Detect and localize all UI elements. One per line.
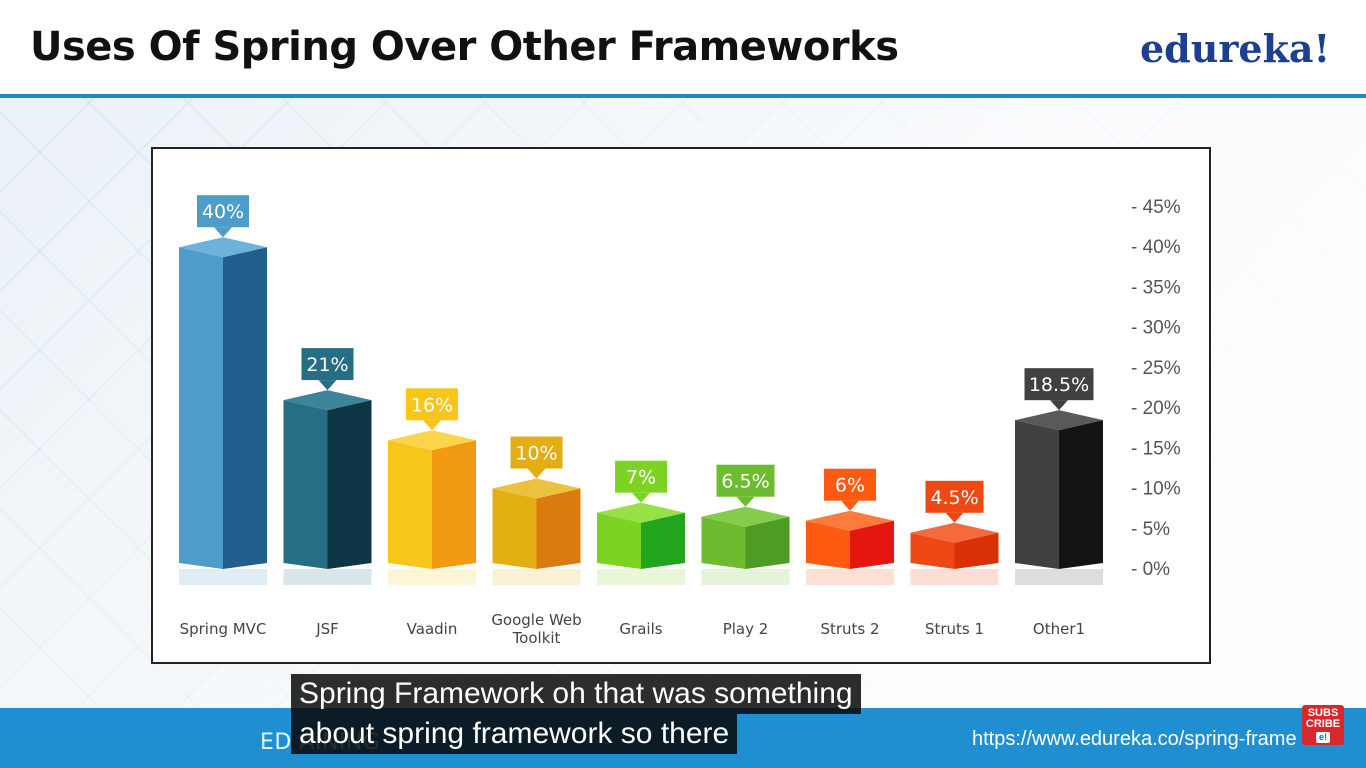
caption-line-2: about spring framework so there — [291, 714, 738, 754]
subscribe-button[interactable]: SUBS CRIBE e! — [1302, 705, 1344, 745]
data-label-box — [406, 388, 458, 421]
data-label: 4.5% — [930, 487, 978, 509]
bar-top — [492, 478, 581, 499]
bar-top — [283, 390, 372, 411]
y-tick-label: - 40% — [1131, 237, 1181, 258]
category-label: Toolkit — [512, 629, 561, 647]
bar-side — [327, 400, 372, 569]
data-label-box — [1024, 368, 1094, 401]
y-tick-label: - 45% — [1131, 197, 1181, 218]
bar-reflection — [1015, 569, 1103, 585]
bar-front — [388, 440, 432, 569]
data-label: 7% — [626, 467, 656, 489]
bar-side — [641, 512, 685, 569]
bar-top — [597, 502, 685, 523]
header-divider — [0, 94, 1366, 98]
bar-reflection — [806, 569, 894, 585]
bar-side — [536, 488, 581, 569]
data-label-pointer — [736, 496, 755, 507]
bar-side — [954, 532, 999, 569]
bar-front — [492, 488, 537, 569]
data-label-box — [510, 436, 563, 469]
bar-front — [1015, 420, 1059, 569]
page-title: Uses Of Spring Over Other Frameworks — [30, 24, 899, 70]
bar-front — [806, 520, 850, 569]
bar-reflection — [179, 569, 267, 585]
bar-side — [1059, 420, 1103, 569]
bar-reflection — [492, 569, 581, 585]
caption-line-1: Spring Framework oh that was something — [291, 674, 861, 714]
bar-reflection — [701, 569, 790, 585]
bar-side — [432, 440, 476, 569]
bar-front — [910, 532, 955, 569]
category-label: Other1 — [1033, 620, 1085, 638]
data-label-box — [716, 464, 775, 497]
bar-reflection — [597, 569, 685, 585]
data-label-box — [301, 348, 354, 381]
chart-frame: - 0% - 5% - 10% - 15% - 20% - 25% - 30% - 35% - … — [151, 147, 1211, 664]
y-tick-label: - 20% — [1131, 398, 1181, 419]
data-label-box — [925, 480, 984, 513]
data-label-pointer — [318, 380, 337, 391]
bar-top — [179, 237, 267, 258]
data-label-box — [824, 468, 876, 501]
data-label-pointer — [423, 420, 441, 431]
bar-reflection — [283, 569, 372, 585]
data-label: 21% — [306, 354, 348, 376]
data-label: 6% — [835, 475, 865, 497]
bar-top — [806, 510, 894, 531]
bar-top — [1015, 410, 1103, 431]
data-label-box — [197, 195, 249, 228]
y-tick-label: - 5% — [1131, 519, 1170, 540]
data-label-pointer — [214, 227, 232, 238]
data-label: 40% — [202, 201, 244, 223]
bar-top — [910, 522, 999, 543]
bar-side — [223, 247, 267, 569]
bar-chart: - 0% - 5% - 10% - 15% - 20% - 25% - 30% - 35% - … — [179, 195, 1181, 647]
bar-front — [597, 512, 641, 569]
data-label-pointer — [1050, 400, 1068, 411]
data-label: 16% — [411, 394, 453, 416]
data-label-pointer — [632, 492, 650, 503]
y-tick-label: - 15% — [1131, 438, 1181, 459]
subscribe-label-1: SUBS — [1307, 707, 1339, 719]
bar-top — [701, 506, 790, 527]
bar-front — [283, 400, 328, 569]
category-label: Google Web — [491, 611, 581, 629]
y-tick-label: - 30% — [1131, 318, 1181, 339]
category-label: Struts 1 — [925, 620, 984, 638]
subscribe-badge: e! — [1315, 732, 1330, 743]
bar-reflection — [388, 569, 476, 585]
footer-url-link[interactable]: https://www.edureka.co/spring-frame ork — [972, 728, 1330, 750]
bar-front — [701, 516, 746, 569]
bar-front — [179, 247, 223, 569]
y-tick-label: - 35% — [1131, 277, 1181, 298]
data-label-pointer — [841, 500, 859, 511]
bar-side — [745, 516, 790, 569]
y-tick-label: - 10% — [1131, 479, 1181, 500]
category-label: Grails — [619, 620, 662, 638]
bar-top — [388, 430, 476, 451]
data-label-box — [615, 460, 667, 493]
subscribe-label-2: CRIBE — [1305, 718, 1341, 730]
category-label: Struts 2 — [820, 620, 879, 638]
slide-header: Uses Of Spring Over Other Frameworks edu… — [0, 0, 1366, 94]
bar-side — [850, 520, 894, 569]
data-label: 18.5% — [1029, 374, 1089, 396]
category-label: JSF — [315, 620, 339, 638]
data-label: 6.5% — [721, 471, 769, 493]
category-label: Play 2 — [723, 620, 769, 638]
category-label: Spring MVC — [180, 620, 267, 638]
data-label-pointer — [945, 512, 964, 523]
bar-reflection — [910, 569, 999, 585]
y-tick-label: - 25% — [1131, 358, 1181, 379]
video-caption: Spring Framework oh that was something a… — [291, 674, 861, 754]
category-label: Vaadin — [407, 620, 458, 638]
y-tick-label: - 0% — [1131, 559, 1170, 580]
data-label-pointer — [527, 468, 546, 479]
data-label: 10% — [515, 443, 557, 465]
edureka-logo: edureka! — [1140, 26, 1331, 71]
